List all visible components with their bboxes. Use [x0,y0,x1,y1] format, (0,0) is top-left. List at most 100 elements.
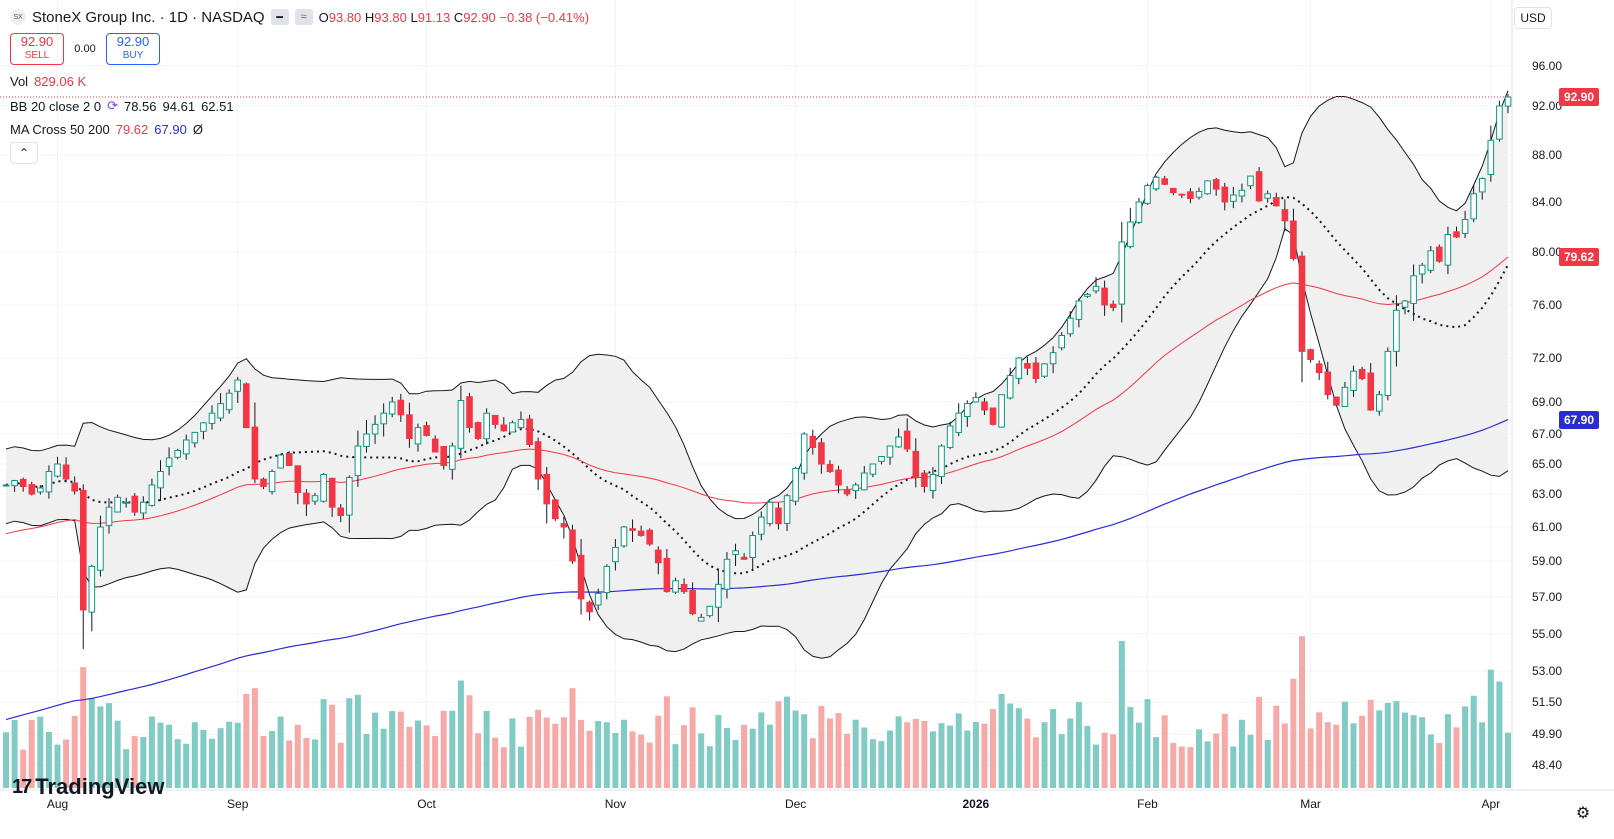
collapse-legend-button[interactable]: ⌃ [10,142,38,164]
candle-body [826,463,834,472]
volume-bar [1213,733,1220,788]
candle-body [1195,190,1203,198]
volume-bar [1178,746,1185,788]
volume-bar [981,723,988,788]
price-tick-label: 63.00 [1532,487,1562,501]
candle-body [371,423,379,435]
volume-bar [629,731,636,788]
symbol-title[interactable]: StoneX Group Inc. · 1D · NASDAQ [32,8,265,26]
volume-bar [191,722,198,788]
volume-bar [269,731,276,788]
candle-body [835,469,842,486]
volume-bar [1402,712,1408,788]
candle-body [552,499,559,520]
volume-bar [663,696,670,788]
volume-bar [157,722,164,788]
candle-body [474,422,482,440]
volume-bar [131,736,138,788]
buy-button[interactable]: 92.90 BUY [106,33,160,65]
volume-bar [1359,715,1366,788]
volume-bar [1247,734,1254,788]
candle-body [723,558,731,590]
candle-body [1290,220,1297,260]
candle-body [380,412,387,425]
price-tick-label: 96.00 [1532,59,1562,73]
candle-body [1436,246,1443,262]
volume-bar [818,706,825,788]
candle-body [294,465,302,493]
candle-body [1298,255,1306,352]
volume-bar [346,698,353,788]
candle-body [1101,287,1108,306]
tradingview-mark-icon: 17 [12,775,32,798]
candle-body [1479,178,1486,193]
volume-bar [251,688,258,788]
candle-body [594,592,602,606]
volume-bar [861,727,868,788]
candle-body [105,506,113,527]
moving-averages [5,256,1509,721]
volume-bar [1462,706,1469,788]
volume-bar [148,716,155,788]
volume-bar [895,716,902,788]
currency-selector[interactable]: USD [1514,7,1552,29]
candle-body [1135,201,1143,223]
volume-bar [603,722,610,788]
candle-body [11,480,18,487]
gear-icon[interactable]: ⚙ [1575,805,1591,822]
volume-bar [63,739,70,788]
volume-bar [904,722,911,788]
candle-body [749,535,757,558]
candle-body [45,471,53,493]
price-tick-label: 92.00 [1532,99,1562,113]
candle-body [895,436,902,448]
volume-bar [560,717,567,788]
minus-icon[interactable]: ━ [270,9,289,25]
volume-legend[interactable]: Vol 829.06 K [10,74,87,89]
volume-bar [681,725,687,788]
candle-body [800,433,808,474]
sell-button[interactable]: 92.90 SELL [10,33,64,65]
refresh-icon[interactable]: ⟳ [107,98,118,113]
volume-bar [801,714,808,788]
ma50-line [5,256,1509,535]
volume-bar [732,740,739,788]
volume-bar [552,723,559,788]
volume-bar [1204,741,1211,788]
approx-icon[interactable]: ≈ [294,9,313,25]
volume-bar [1427,734,1434,788]
candle-body [706,605,714,617]
time-tick-label: Oct [417,797,436,811]
candle-body [715,583,722,608]
bb-fill [6,90,1508,659]
candle-body [1152,176,1160,190]
volume-bar [1436,743,1443,788]
candle-body [1333,396,1340,406]
bb-legend[interactable]: BB 20 close 2 0 ⟳ 78.56 94.61 62.51 [10,98,234,114]
candle-body [1461,219,1469,234]
candle-body [431,438,439,453]
ma50-price-tag: 79.62 [1559,248,1600,267]
tradingview-logo[interactable]: 17 TradingView [12,774,165,799]
ma-legend[interactable]: MA Cross 50 200 79.62 67.90 Ø [10,122,203,137]
candle-body [612,546,619,563]
volume-bar [28,719,35,788]
candle-body [1487,139,1495,176]
candle-body [569,529,576,562]
volume-bar [1367,699,1374,788]
volume-bar [415,720,421,788]
volume-bar [312,739,318,788]
volume-bar [1118,641,1125,788]
price-axis[interactable]: 96.00 92.00 88.00 84.00 80.00 76.00 72.00 69.00… [1511,0,1562,790]
candle-body [346,477,353,516]
volume-bar [672,744,679,788]
volume-bar [500,747,507,788]
volume-bar [784,696,790,788]
volume-bar [1479,722,1486,788]
candle-body [869,463,877,475]
candle-body [1109,303,1117,309]
candle-body [603,565,611,594]
price-tick-label: 69.00 [1532,395,1562,409]
time-axis[interactable]: Aug Sep Oct Nov Dec 2026 Feb Mar Apr [0,789,1614,811]
